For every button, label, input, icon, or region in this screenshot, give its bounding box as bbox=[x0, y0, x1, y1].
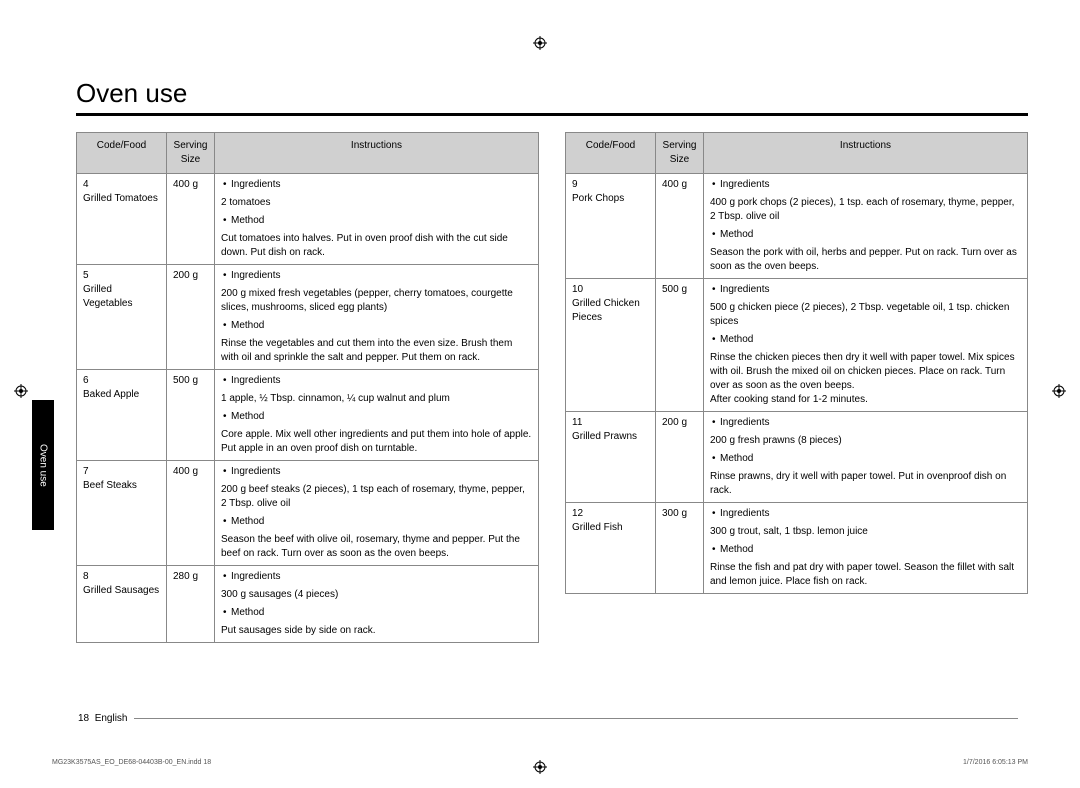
col-header-size: Serving Size bbox=[167, 133, 215, 174]
cell-serving-size: 400 g bbox=[167, 174, 215, 265]
cell-code-food: 12Grilled Fish bbox=[566, 503, 656, 594]
table-row: 10Grilled Chicken Pieces500 gIngredients… bbox=[566, 279, 1028, 412]
page-language: English bbox=[95, 713, 128, 724]
cell-instructions: Ingredients 200 g beef steaks (2 pieces),… bbox=[215, 461, 539, 566]
method-text: Season the beef with olive oil, rosemary… bbox=[221, 533, 532, 561]
col-header-code: Code/Food bbox=[566, 133, 656, 174]
ingredients-label: Ingredients bbox=[710, 417, 769, 428]
ingredients-label: Ingredients bbox=[221, 270, 280, 281]
cell-code-food: 11Grilled Prawns bbox=[566, 412, 656, 503]
method-label: Method bbox=[710, 544, 753, 555]
col-header-instr: Instructions bbox=[704, 133, 1028, 174]
cell-code-food: 8Grilled Sausages bbox=[77, 566, 167, 643]
ingredients-text: 200 g mixed fresh vegetables (pepper, ch… bbox=[221, 287, 532, 315]
ingredients-label: Ingredients bbox=[710, 284, 769, 295]
method-text: Season the pork with oil, herbs and pepp… bbox=[710, 246, 1021, 274]
cell-code-food: 5Grilled Vegetables bbox=[77, 265, 167, 370]
method-text: Put sausages side by side on rack. bbox=[221, 624, 532, 638]
col-header-instr: Instructions bbox=[215, 133, 539, 174]
method-label: Method bbox=[221, 320, 264, 331]
cell-serving-size: 200 g bbox=[167, 265, 215, 370]
side-tab: Oven use bbox=[32, 400, 54, 530]
table-row: 7Beef Steaks400 g Ingredients 200 g beef s… bbox=[77, 461, 539, 566]
cell-code-food: 9Pork Chops bbox=[566, 174, 656, 279]
table-row: 8Grilled Sausages280 g Ingredients 300 g s… bbox=[77, 566, 539, 643]
ingredients-text: 2 tomatoes bbox=[221, 196, 532, 210]
cell-instructions: Ingredients 300 g trout, salt, 1 tbsp. le… bbox=[704, 503, 1028, 594]
col-header-code: Code/Food bbox=[77, 133, 167, 174]
method-text: Cut tomatoes into halves. Put in oven pr… bbox=[221, 232, 532, 260]
cell-instructions: Ingredients 2 tomatoes Method Cut tomatoes … bbox=[215, 174, 539, 265]
method-label: Method bbox=[221, 411, 264, 422]
method-label: Method bbox=[221, 607, 264, 618]
ingredients-label: Ingredients bbox=[221, 571, 280, 582]
cell-instructions: Ingredients 300 g sausages (4 pieces) Meth… bbox=[215, 566, 539, 643]
cell-code-food: 7Beef Steaks bbox=[77, 461, 167, 566]
registration-mark-icon bbox=[533, 36, 547, 50]
registration-mark-icon bbox=[533, 760, 547, 774]
left-column: Code/Food Serving Size Instructions 4Gri… bbox=[76, 132, 539, 643]
method-label: Method bbox=[221, 516, 264, 527]
cell-instructions: Ingredients 200 g fresh prawns (8 pieces)… bbox=[704, 412, 1028, 503]
title-rule bbox=[76, 113, 1028, 116]
cell-instructions: Ingredients 500 g chicken piece (2 pieces… bbox=[704, 279, 1028, 412]
table-row: 12Grilled Fish300 g Ingredients 300 g trou… bbox=[566, 503, 1028, 594]
cell-serving-size: 200 g bbox=[656, 412, 704, 503]
content-columns: Code/Food Serving Size Instructions 4Gri… bbox=[76, 132, 1028, 643]
registration-mark-icon bbox=[1052, 384, 1066, 398]
cell-serving-size: 400 g bbox=[167, 461, 215, 566]
table-header-row: Code/Food Serving Size Instructions bbox=[566, 133, 1028, 174]
ingredients-label: Ingredients bbox=[221, 179, 280, 190]
table-row: 5Grilled Vegetables200 g Ingredients 200 g… bbox=[77, 265, 539, 370]
ingredients-text: 200 g beef steaks (2 pieces), 1 tsp each… bbox=[221, 483, 532, 511]
method-text: Core apple. Mix well other ingredients a… bbox=[221, 428, 532, 456]
method-text: Rinse prawns, dry it well with paper tow… bbox=[710, 470, 1021, 498]
manual-page: Oven use Code/Food Serving Size Instruct… bbox=[0, 0, 1080, 788]
cell-code-food: 6Baked Apple bbox=[77, 370, 167, 461]
cell-code-food: 10Grilled Chicken Pieces bbox=[566, 279, 656, 412]
table-row: 9Pork Chops400 g Ingredients 400 g pork ch… bbox=[566, 174, 1028, 279]
cell-serving-size: 500 g bbox=[167, 370, 215, 461]
ingredients-label: Ingredients bbox=[710, 179, 769, 190]
page-number: 18 bbox=[78, 713, 89, 724]
cell-serving-size: 500 g bbox=[656, 279, 704, 412]
print-date: 1/7/2016 6:05:13 PM bbox=[963, 759, 1028, 766]
table-row: 11Grilled Prawns200 g Ingredients 200 g fr… bbox=[566, 412, 1028, 503]
left-table: Code/Food Serving Size Instructions 4Gri… bbox=[76, 132, 539, 643]
method-text: Rinse the fish and pat dry with paper to… bbox=[710, 561, 1021, 589]
ingredients-label: Ingredients bbox=[710, 508, 769, 519]
footer-rule bbox=[134, 718, 1019, 719]
ingredients-text: 400 g pork chops (2 pieces), 1 tsp. each… bbox=[710, 196, 1021, 224]
cell-instructions: Ingredients 200 g mixed fresh vegetables … bbox=[215, 265, 539, 370]
cell-instructions: Ingredients 400 g pork chops (2 pieces), … bbox=[704, 174, 1028, 279]
cell-instructions: Ingredients 1 apple, ½ Tbsp. cinnamon, ¼ … bbox=[215, 370, 539, 461]
table-header-row: Code/Food Serving Size Instructions bbox=[77, 133, 539, 174]
ingredients-label: Ingredients bbox=[221, 466, 280, 477]
ingredients-text: 300 g sausages (4 pieces) bbox=[221, 588, 532, 602]
registration-mark-icon bbox=[14, 384, 28, 398]
cell-serving-size: 300 g bbox=[656, 503, 704, 594]
page-footer: 18 English bbox=[78, 713, 1018, 724]
print-file: MG23K3575AS_EO_DE68-04403B-00_EN.indd 18 bbox=[52, 759, 211, 766]
page-title: Oven use bbox=[76, 78, 1028, 109]
method-label: Method bbox=[710, 334, 753, 345]
ingredients-text: 300 g trout, salt, 1 tbsp. lemon juice bbox=[710, 525, 1021, 539]
col-header-size: Serving Size bbox=[656, 133, 704, 174]
ingredients-text: 200 g fresh prawns (8 pieces) bbox=[710, 434, 1021, 448]
method-label: Method bbox=[710, 453, 753, 464]
table-row: 6Baked Apple500 g Ingredients 1 apple, ½ T… bbox=[77, 370, 539, 461]
cell-serving-size: 280 g bbox=[167, 566, 215, 643]
method-text: Rinse the vegetables and cut them into t… bbox=[221, 337, 532, 365]
right-table: Code/Food Serving Size Instructions 9Por… bbox=[565, 132, 1028, 594]
cell-code-food: 4Grilled Tomatoes bbox=[77, 174, 167, 265]
method-text: Rinse the chicken pieces then dry it wel… bbox=[710, 351, 1021, 407]
right-column: Code/Food Serving Size Instructions 9Por… bbox=[565, 132, 1028, 643]
method-label: Method bbox=[710, 229, 753, 240]
table-row: 4Grilled Tomatoes400 g Ingredients 2 tomat… bbox=[77, 174, 539, 265]
cell-serving-size: 400 g bbox=[656, 174, 704, 279]
ingredients-text: 1 apple, ½ Tbsp. cinnamon, ¼ cup walnut … bbox=[221, 392, 532, 406]
ingredients-label: Ingredients bbox=[221, 375, 280, 386]
ingredients-text: 500 g chicken piece (2 pieces), 2 Tbsp. … bbox=[710, 301, 1021, 329]
method-label: Method bbox=[221, 215, 264, 226]
